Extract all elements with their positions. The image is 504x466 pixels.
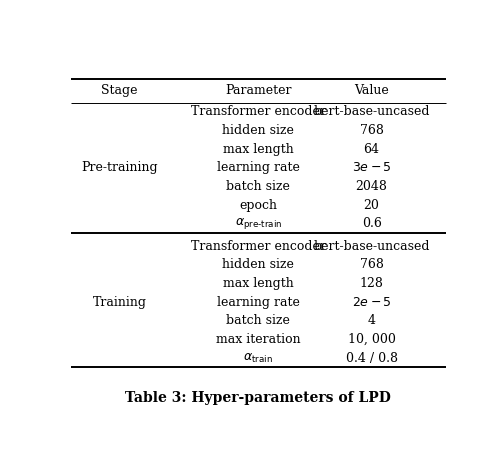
Text: hidden size: hidden size — [222, 258, 294, 271]
Text: epoch: epoch — [239, 199, 277, 212]
Text: bert-base-uncased: bert-base-uncased — [313, 240, 430, 253]
Text: 2048: 2048 — [356, 180, 388, 193]
Text: hidden size: hidden size — [222, 124, 294, 137]
Text: bert-base-uncased: bert-base-uncased — [313, 105, 430, 118]
Text: 4: 4 — [367, 314, 375, 327]
Text: learning rate: learning rate — [217, 161, 300, 174]
Text: 0.6: 0.6 — [362, 217, 382, 230]
Text: $3e-5$: $3e-5$ — [352, 161, 392, 174]
Text: $2e-5$: $2e-5$ — [352, 295, 392, 308]
Text: max length: max length — [223, 277, 294, 290]
Text: Parameter: Parameter — [225, 84, 291, 97]
Text: max iteration: max iteration — [216, 333, 300, 346]
Text: batch size: batch size — [226, 314, 290, 327]
Text: $\alpha_{\mathrm{pre\text{-}train}}$: $\alpha_{\mathrm{pre\text{-}train}}$ — [234, 216, 282, 231]
Text: Pre-training: Pre-training — [81, 161, 158, 174]
Text: 64: 64 — [363, 143, 380, 156]
Text: Table 3: Hyper-parameters of LPD: Table 3: Hyper-parameters of LPD — [125, 391, 391, 405]
Text: 10, 000: 10, 000 — [348, 333, 396, 346]
Text: 128: 128 — [360, 277, 384, 290]
Text: Value: Value — [354, 84, 389, 97]
Text: 768: 768 — [360, 124, 384, 137]
Text: Training: Training — [93, 295, 147, 308]
Text: batch size: batch size — [226, 180, 290, 193]
Text: Stage: Stage — [101, 84, 138, 97]
Text: $\alpha_{\mathrm{train}}$: $\alpha_{\mathrm{train}}$ — [243, 351, 273, 364]
Text: max length: max length — [223, 143, 294, 156]
Text: Transformer encoder: Transformer encoder — [191, 105, 326, 118]
Text: 768: 768 — [360, 258, 384, 271]
Text: 20: 20 — [364, 199, 380, 212]
Text: Transformer encoder: Transformer encoder — [191, 240, 326, 253]
Text: learning rate: learning rate — [217, 295, 300, 308]
Text: 0.4 / 0.8: 0.4 / 0.8 — [346, 351, 398, 364]
